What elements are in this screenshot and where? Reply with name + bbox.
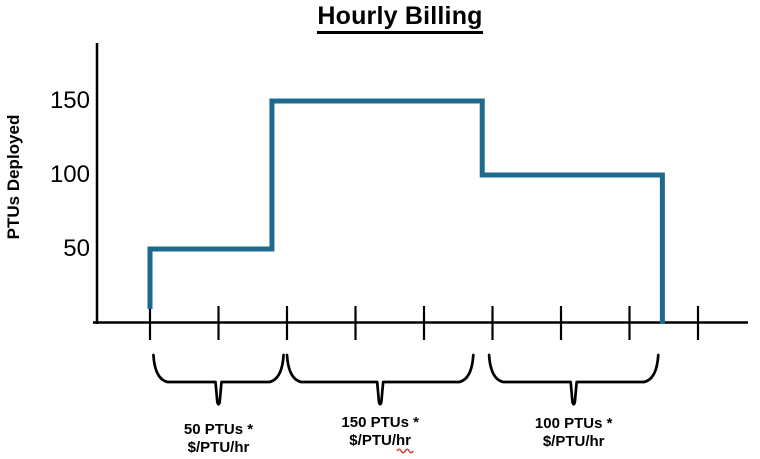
y-tick-label: 100	[49, 161, 90, 188]
chart-title: Hourly Billing	[42, 3, 758, 34]
segment-label: 50 PTUs * $/PTU/hr	[184, 421, 253, 457]
segment-label-line1: 100 PTUs *	[534, 415, 613, 432]
y-tick-label: 50	[63, 235, 90, 262]
segment-label: 100 PTUs * $/PTU/hr	[535, 415, 613, 451]
segment-label-line1: 50 PTUs *	[183, 421, 254, 438]
y-tick-label: 150	[49, 87, 90, 114]
segment-label-line2: $/PTU/hr	[349, 432, 411, 449]
segment-label-line2: $/PTU/hr	[542, 433, 605, 450]
segment-label: 150 PTUs * $/PTU/hr	[341, 414, 419, 450]
segment-label-line2: $/PTU/hr	[187, 439, 250, 456]
segment-label-line1: 150 PTUs *	[341, 414, 419, 431]
chart-title-text: Hourly Billing	[317, 3, 483, 34]
